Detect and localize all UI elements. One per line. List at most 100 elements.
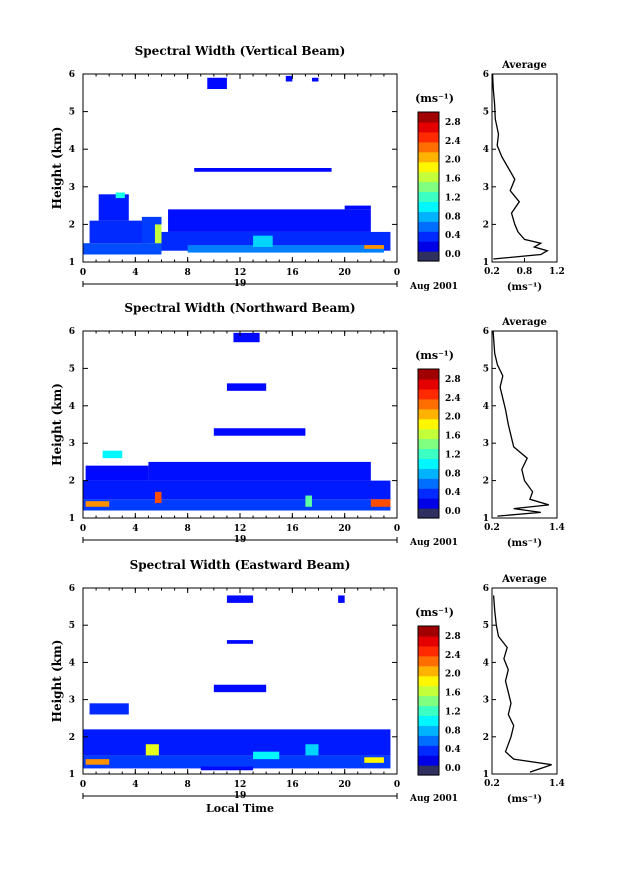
heatmap-cell xyxy=(83,755,391,769)
heatmap-cell xyxy=(154,491,162,504)
heatmap-cell xyxy=(370,499,391,507)
colorbar-step xyxy=(418,508,439,519)
heatmap-cell xyxy=(305,495,312,507)
heatmap-cell xyxy=(200,766,254,771)
y-tick-label: 1 xyxy=(69,514,75,524)
y-tick-label: 5 xyxy=(69,621,75,631)
colorbar-tick-label: 0.8 xyxy=(445,469,461,479)
colorbar-step xyxy=(418,735,439,746)
avg-x-tick-label: 0.2 xyxy=(484,267,500,277)
colorbar-tick-label: 0.8 xyxy=(445,212,461,222)
average-panel: Average 1 2 3 4 5 6 0.2 1.4 (ms⁻¹) xyxy=(483,317,565,549)
avg-x-tick-label: 1.4 xyxy=(549,523,565,533)
heatmap-cell xyxy=(226,595,254,603)
heatmap-cell xyxy=(102,450,123,459)
colorbar-step xyxy=(418,221,439,232)
colorbar-step xyxy=(418,755,439,766)
colorbar-tick-label: 0.4 xyxy=(445,488,461,498)
average-unit: (ms⁻¹) xyxy=(507,282,542,293)
date-label: Aug 2001 xyxy=(409,538,458,548)
colorbar-step xyxy=(418,151,439,163)
colorbar-tick-label: 1.2 xyxy=(445,450,461,460)
colorbar-step xyxy=(418,398,439,410)
heatmap-cell xyxy=(168,209,371,232)
colorbar-tick-label: 0.8 xyxy=(445,726,461,736)
x-tick-label: 12 xyxy=(234,524,247,534)
heatmap-cell xyxy=(89,703,129,715)
colorbar-step xyxy=(418,251,439,262)
y-tick-label: 5 xyxy=(69,364,75,374)
date-label: Aug 2001 xyxy=(409,282,458,292)
heatmap-cell xyxy=(364,757,384,763)
avg-x-tick-label: 1.4 xyxy=(549,779,565,789)
y-tick-label: 5 xyxy=(69,108,75,118)
colorbar-step xyxy=(418,161,439,173)
y-tick-label: 6 xyxy=(69,327,75,337)
y-axis-label: Height (km) xyxy=(50,383,64,466)
heatmap xyxy=(83,332,391,511)
colorbar-tick-label: 2.0 xyxy=(445,413,461,423)
heatmap-cell xyxy=(83,480,391,500)
colorbar-step xyxy=(418,498,439,509)
colorbar: 2.8 2.4 2.0 1.6 1.2 0.8 0.4 0.0 (ms⁻¹) xyxy=(415,92,461,262)
avg-x-tick-label: 0.8 xyxy=(517,267,533,277)
x-tick-label: 20 xyxy=(338,780,351,790)
panel-2: Spectral Width (Northward Beam)0 4 8 12 16 20… xyxy=(50,301,565,549)
colorbar: 2.8 2.4 2.0 1.6 1.2 0.8 0.4 0.0 (ms⁻¹) xyxy=(415,606,461,776)
avg-y-tick-label: 3 xyxy=(483,439,489,449)
heatmap-cell xyxy=(311,77,319,82)
average-panel: Average 1 2 3 4 5 6 0.2 1.4 (ms⁻¹) xyxy=(483,574,565,805)
y-axis-label: Height (km) xyxy=(50,127,64,210)
colorbar-step xyxy=(418,369,439,380)
colorbar-tick-label: 2.8 xyxy=(445,118,461,128)
colorbar-tick-label: 1.6 xyxy=(445,175,461,185)
colorbar-tick-label: 2.4 xyxy=(445,394,461,404)
average-title: Average xyxy=(501,60,547,71)
colorbar-unit: (ms⁻¹) xyxy=(415,92,454,105)
colorbar-tick-label: 1.6 xyxy=(445,432,461,442)
colorbar-tick-label: 2.0 xyxy=(445,156,461,166)
colorbar: 2.8 2.4 2.0 1.6 1.2 0.8 0.4 0.0 (ms⁻¹) xyxy=(415,349,461,519)
x-tick-label: 0 xyxy=(394,780,400,790)
average-profile-line xyxy=(492,595,552,773)
heatmap-cell xyxy=(83,729,391,756)
colorbar-step xyxy=(418,211,439,222)
colorbar-tick-label: 1.6 xyxy=(445,689,461,699)
heatmap-cell xyxy=(226,640,254,644)
avg-y-tick-label: 1 xyxy=(483,770,489,780)
average-unit: (ms⁻¹) xyxy=(507,538,542,549)
colorbar-step xyxy=(418,715,439,726)
colorbar-unit: (ms⁻¹) xyxy=(415,606,454,619)
avg-y-tick-label: 1 xyxy=(483,258,489,268)
avg-y-tick-label: 5 xyxy=(483,621,489,631)
avg-y-tick-label: 4 xyxy=(483,658,489,668)
colorbar-step xyxy=(418,241,439,252)
average-frame xyxy=(491,73,558,263)
colorbar-step xyxy=(418,231,439,242)
heatmap xyxy=(83,595,391,771)
colorbar-step xyxy=(418,171,439,183)
x-tick-label: 16 xyxy=(286,780,299,790)
heatmap-cell xyxy=(85,501,110,507)
avg-x-tick-label: 0.2 xyxy=(484,779,500,789)
x-tick-label: 0 xyxy=(394,524,400,534)
average-panel: Average 1 2 3 4 5 6 0.2 0.8 1.2 (ms⁻¹) xyxy=(483,60,565,293)
x-tick-label: 16 xyxy=(286,268,299,278)
colorbar-step xyxy=(418,725,439,736)
colorbar-unit: (ms⁻¹) xyxy=(415,349,454,362)
x-tick-label: 0 xyxy=(394,268,400,278)
avg-y-tick-label: 2 xyxy=(483,477,489,487)
average-profile-line xyxy=(491,73,549,260)
avg-y-tick-label: 2 xyxy=(483,220,489,230)
avg-x-tick-label: 0.2 xyxy=(484,523,500,533)
colorbar-step xyxy=(418,428,439,440)
heatmap xyxy=(83,75,391,255)
y-tick-label: 6 xyxy=(69,584,75,594)
avg-y-tick-label: 3 xyxy=(483,696,489,706)
colorbar-tick-label: 1.2 xyxy=(445,707,461,717)
date-label: Aug 2001 xyxy=(409,794,458,804)
panel-3: Spectral Width (Eastward Beam)0 4 8 12 16 20 0… xyxy=(50,558,565,815)
heatmap-cell xyxy=(344,205,371,210)
avg-y-tick-label: 6 xyxy=(483,70,489,80)
colorbar-step xyxy=(418,695,439,707)
